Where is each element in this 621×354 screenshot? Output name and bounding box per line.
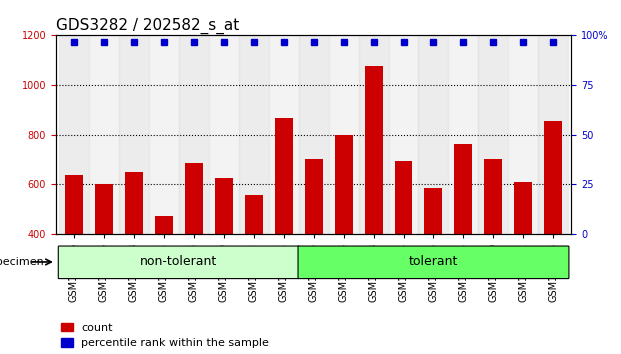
Bar (65, 175, 83, 234)
Bar (389, 35, 419, 234)
Bar (274, 118, 292, 234)
Bar (394, 161, 412, 234)
Text: non-tolerant: non-tolerant (140, 256, 217, 268)
Bar (179, 35, 209, 234)
Bar (269, 35, 299, 234)
Bar (358, 35, 389, 234)
Bar (299, 35, 329, 234)
Bar (335, 135, 353, 234)
Bar (365, 67, 383, 234)
Bar (89, 35, 119, 234)
Bar (184, 163, 202, 234)
Bar (484, 159, 502, 234)
Text: GDS3282 / 202582_s_at: GDS3282 / 202582_s_at (56, 18, 239, 34)
Legend: count, percentile rank within the sample: count, percentile rank within the sample (61, 322, 270, 348)
Text: specimen: specimen (0, 257, 43, 267)
FancyBboxPatch shape (298, 246, 569, 279)
Bar (149, 35, 179, 234)
Bar (245, 195, 263, 234)
Bar (419, 35, 448, 234)
FancyBboxPatch shape (58, 246, 299, 279)
Bar (478, 35, 509, 234)
Bar (514, 182, 532, 234)
Bar (448, 35, 478, 234)
Bar (209, 35, 238, 234)
Bar (95, 184, 113, 234)
Bar (238, 35, 269, 234)
Text: tolerant: tolerant (409, 256, 458, 268)
Bar (509, 35, 538, 234)
Bar (155, 216, 173, 234)
Bar (425, 188, 442, 234)
Bar (329, 35, 358, 234)
Bar (545, 121, 563, 234)
Bar (125, 172, 143, 234)
Bar (59, 35, 89, 234)
Bar (305, 159, 322, 234)
Bar (538, 35, 568, 234)
Bar (119, 35, 149, 234)
Bar (455, 144, 473, 234)
Bar (215, 178, 233, 234)
